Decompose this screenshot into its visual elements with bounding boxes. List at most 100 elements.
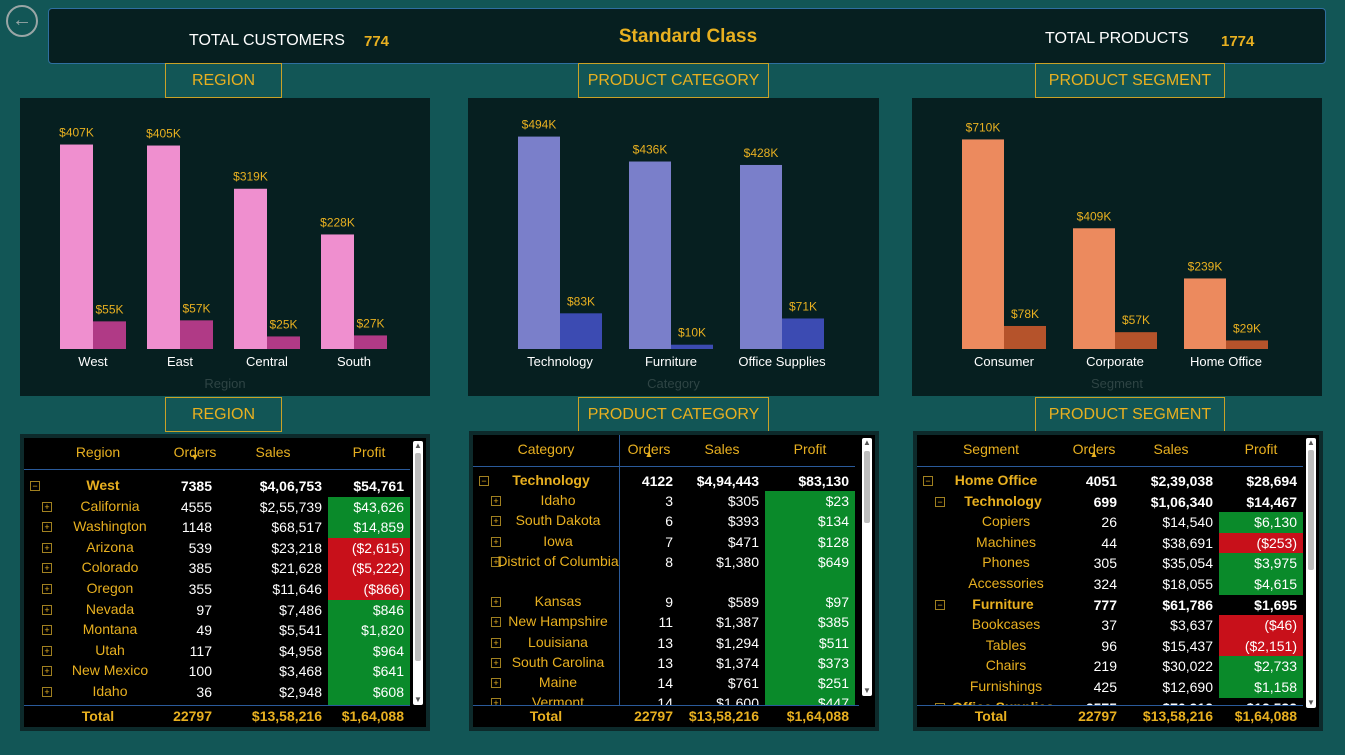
expand-icon[interactable]: + [491,516,501,527]
column-header-orders[interactable]: Orders ▲ [1065,435,1123,467]
column-header-sales[interactable]: Sales [1123,435,1219,467]
expand-icon[interactable]: + [42,604,52,615]
table-row[interactable]: + Utah 117 $4,958 $964 [24,640,410,662]
table-row[interactable]: + South Dakota 6 $393 $134 [473,511,859,532]
scroll-thumb[interactable] [415,453,421,661]
expand-icon[interactable]: + [491,496,501,507]
expand-icon[interactable]: + [491,617,501,628]
collapse-icon[interactable]: − [935,599,945,610]
table-row[interactable]: − Furniture 777 $61,786 $1,695 [917,595,1303,616]
expand-icon[interactable]: + [491,556,501,567]
table-scrollbar[interactable]: ▲ ▼ [862,438,872,696]
bar-sales-furniture[interactable] [629,161,671,349]
scroll-up-icon[interactable]: ▲ [414,441,422,450]
bar-sales-east[interactable] [147,145,180,349]
collapse-icon[interactable]: − [30,481,40,491]
expand-icon[interactable]: + [42,563,52,574]
column-header-profit[interactable]: Profit [765,435,855,467]
expand-icon[interactable]: + [42,666,52,677]
table-row[interactable]: Copiers 26 $14,540 $6,130 [917,512,1303,533]
bar-sales-corporate[interactable] [1073,228,1115,349]
table-row[interactable]: + District of Columbia 8 $1,380 $649 [473,551,859,593]
scroll-up-icon[interactable]: ▲ [1307,438,1315,447]
scroll-down-icon[interactable]: ▼ [414,695,422,704]
table-row[interactable]: Chairs 219 $30,022 $2,733 [917,656,1303,677]
scroll-down-icon[interactable]: ▼ [1307,698,1315,707]
table-scrollbar[interactable]: ▲ ▼ [413,441,423,705]
bar-profit-technology[interactable] [560,313,602,349]
expand-icon[interactable]: + [42,584,52,594]
table-row[interactable]: + Idaho 36 $2,948 $608 [24,682,410,703]
expand-icon[interactable]: + [491,536,501,547]
table-row[interactable]: + Colorado 385 $21,628 ($5,222) [24,558,410,579]
table-row[interactable]: + Oregon 355 $11,646 ($866) [24,579,410,600]
table-row[interactable]: − West 7385 $4,06,753 $54,761 [24,476,410,497]
column-header-segment[interactable]: Segment [917,435,1065,467]
scroll-down-icon[interactable]: ▼ [863,686,871,695]
column-header-orders[interactable]: Orders ▲ [619,435,679,467]
sort-arrow-icon[interactable]: ▼ [190,452,200,462]
bar-profit-office-supplies[interactable] [782,318,824,349]
table-row[interactable]: + Nevada 97 $7,486 $846 [24,599,410,621]
expand-icon[interactable]: + [42,501,52,512]
table-row[interactable]: Bookcases 37 $3,637 ($46) [917,615,1303,636]
table-row[interactable]: + California 4555 $2,55,739 $43,626 [24,496,410,518]
bar-sales-office-supplies[interactable] [740,164,782,349]
sort-arrow-icon[interactable]: ▲ [1089,449,1099,459]
collapse-icon[interactable]: − [479,476,489,486]
table-row[interactable]: Tables 96 $15,437 ($2,151) [917,635,1303,657]
bar-profit-furniture[interactable] [671,344,713,349]
column-header-sales[interactable]: Sales [679,435,765,467]
bar-sales-consumer[interactable] [962,139,1004,349]
bar-profit-consumer[interactable] [1004,325,1046,349]
bar-sales-south[interactable] [321,234,354,349]
column-header-sales[interactable]: Sales [218,438,328,470]
column-header-profit[interactable]: Profit [328,438,410,470]
column-header-orders[interactable]: Orders ▼ [172,438,218,470]
bar-profit-corporate[interactable] [1115,332,1157,349]
column-header-profit[interactable]: Profit [1219,435,1303,467]
expand-icon[interactable]: + [42,625,52,636]
bar-profit-home-office[interactable] [1226,340,1268,349]
expand-icon[interactable]: + [42,687,52,697]
table-row[interactable]: − Technology 699 $1,06,340 $14,467 [917,492,1303,513]
bar-profit-south[interactable] [354,335,387,349]
table-row[interactable]: + New Hampshire 11 $1,387 $385 [473,612,859,633]
bar-sales-central[interactable] [234,188,267,349]
bar-sales-home-office[interactable] [1184,278,1226,349]
bar-profit-west[interactable] [93,321,126,349]
column-header-region[interactable]: Region [24,438,172,470]
table-row[interactable]: Phones 305 $35,054 $3,975 [917,553,1303,574]
table-row[interactable]: Furnishings 425 $12,690 $1,158 [917,677,1303,698]
expand-icon[interactable]: + [42,645,52,656]
table-row[interactable]: + South Carolina 13 $1,374 $373 [473,652,859,673]
table-row[interactable]: + Kansas 9 $589 $97 [473,592,859,613]
collapse-icon[interactable]: − [923,476,933,486]
sort-arrow-icon[interactable]: ▲ [644,449,654,459]
table-row[interactable]: − Technology 4122 $4,94,443 $83,130 [473,471,859,491]
bar-profit-east[interactable] [180,320,213,349]
scroll-thumb[interactable] [864,451,870,523]
table-row[interactable]: + Iowa 7 $471 $128 [473,531,859,552]
bar-profit-central[interactable] [267,336,300,349]
table-row[interactable]: + Maine 14 $761 $251 [473,673,859,694]
expand-icon[interactable]: + [491,637,501,648]
expand-icon[interactable]: + [42,522,52,533]
table-row[interactable]: + New Mexico 100 $3,468 $641 [24,661,410,682]
scroll-thumb[interactable] [1308,450,1314,570]
expand-icon[interactable]: + [491,657,501,668]
table-row[interactable]: Machines 44 $38,691 ($253) [917,532,1303,554]
expand-icon[interactable]: + [491,678,501,688]
bar-sales-technology[interactable] [518,136,560,349]
expand-icon[interactable]: + [491,597,501,608]
column-header-category[interactable]: Category [473,435,619,467]
table-scrollbar[interactable]: ▲ ▼ [1306,438,1316,708]
bar-sales-west[interactable] [60,144,93,349]
table-row[interactable]: + Arizona 539 $23,218 ($2,615) [24,537,410,559]
table-row[interactable]: + Montana 49 $5,541 $1,820 [24,620,410,641]
table-row[interactable]: Accessories 324 $18,055 $4,615 [917,574,1303,595]
back-arrow-icon[interactable]: ← [6,5,38,37]
collapse-icon[interactable]: − [935,496,945,507]
table-row[interactable]: + Louisiana 13 $1,294 $511 [473,632,859,653]
table-row[interactable]: + Washington 1148 $68,517 $14,859 [24,517,410,538]
